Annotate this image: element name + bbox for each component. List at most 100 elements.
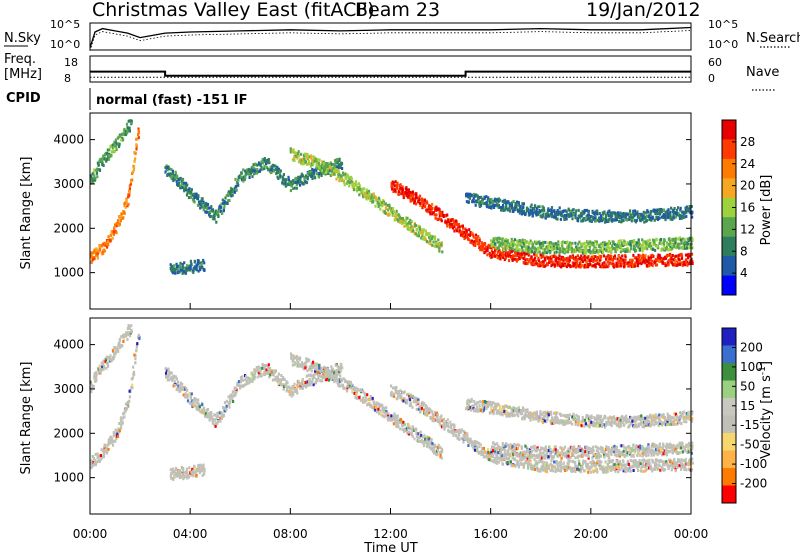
power-cell (610, 246, 613, 250)
power-cell (320, 164, 323, 167)
velocity-cell (395, 389, 398, 393)
power-cell (515, 207, 518, 211)
velocity-cell (113, 353, 116, 357)
power-cell (181, 185, 184, 189)
power-cell (638, 243, 641, 247)
velocity-cell (111, 356, 115, 360)
velocity-cell (383, 410, 386, 414)
velocity-cell (321, 376, 324, 380)
power-cell (609, 261, 612, 265)
power-cell (522, 257, 525, 260)
velocity-cell (186, 395, 189, 399)
power-cell (102, 164, 105, 167)
power-cell (649, 213, 652, 217)
power-cell (533, 263, 536, 267)
power-cell (598, 212, 601, 215)
power-cell (263, 157, 266, 160)
velocity-cell (172, 374, 175, 378)
velocity-cell (427, 409, 430, 413)
power-cell (374, 195, 377, 199)
power-cell (414, 224, 418, 228)
power-cell (242, 179, 245, 183)
power-cell (433, 235, 437, 239)
power-cell (410, 229, 413, 233)
power-cell (446, 224, 449, 228)
velocity-cell (402, 397, 405, 401)
power-cell (621, 254, 624, 258)
power-cell (127, 195, 130, 199)
power-cell (628, 249, 631, 253)
power-cell (690, 242, 693, 246)
power-cell (656, 208, 659, 212)
power-cell (412, 193, 415, 197)
power-cell (114, 230, 117, 234)
power-cell (539, 253, 542, 257)
power-cell (327, 164, 331, 168)
velocity-cell (429, 409, 432, 413)
power-cell (583, 263, 587, 267)
power-cell (417, 196, 421, 200)
power-cell (310, 175, 313, 178)
power-cell (442, 215, 445, 218)
power-cell (183, 183, 186, 187)
velocity-cell (100, 455, 104, 459)
power-cell (311, 167, 314, 171)
power-cell (651, 253, 654, 257)
power-cell (607, 220, 610, 223)
power-cell (313, 174, 316, 178)
velocity-cell (366, 393, 369, 397)
power-cell (551, 260, 554, 264)
velocity-cell (206, 408, 210, 411)
power-cell (508, 242, 511, 246)
power-cell (535, 260, 538, 263)
power-cell (465, 235, 468, 239)
power-cell (180, 182, 184, 186)
power-cell (580, 219, 583, 223)
power-cell (407, 190, 411, 194)
power-cell (421, 232, 424, 236)
power-cell (644, 240, 647, 244)
power-cell (503, 201, 506, 204)
power-cell (682, 210, 685, 214)
velocity-cell (511, 464, 515, 468)
colorbar-tick-label: 24 (740, 157, 755, 171)
power-cell (335, 165, 338, 169)
power-cell (175, 176, 178, 180)
power-cell (506, 246, 509, 250)
power-cell (559, 262, 562, 266)
power-cell (305, 155, 308, 159)
velocity-cell (314, 381, 317, 385)
velocity-cell (502, 457, 506, 461)
power-cell (649, 216, 652, 220)
velocity-cell (467, 444, 470, 447)
velocity-cell (172, 377, 175, 380)
velocity-cell (526, 465, 530, 468)
velocity-cell (293, 363, 296, 367)
power-cell (677, 206, 680, 210)
velocity-cell (372, 400, 375, 404)
velocity-cell (239, 386, 242, 390)
power-cell (110, 154, 113, 158)
power-cell (561, 262, 564, 266)
velocity-cell (213, 418, 216, 422)
power-cell (348, 184, 351, 188)
power-cell (561, 247, 564, 251)
power-cell (518, 211, 521, 215)
colorbar-swatch (722, 120, 736, 140)
power-cell (229, 191, 232, 195)
velocity-cell (197, 398, 200, 402)
power-cell (516, 254, 519, 258)
velocity-cell (488, 451, 491, 455)
velocity-cell (94, 458, 97, 462)
velocity-cell (306, 383, 309, 387)
power-cell (331, 170, 334, 174)
velocity-cell (215, 417, 218, 421)
power-cell (483, 243, 486, 246)
power-cell (673, 207, 676, 210)
power-cell (674, 241, 677, 245)
power-cell (623, 240, 626, 244)
power-cell (220, 205, 223, 209)
velocity-cell (447, 425, 450, 429)
velocity-cell (296, 391, 299, 395)
